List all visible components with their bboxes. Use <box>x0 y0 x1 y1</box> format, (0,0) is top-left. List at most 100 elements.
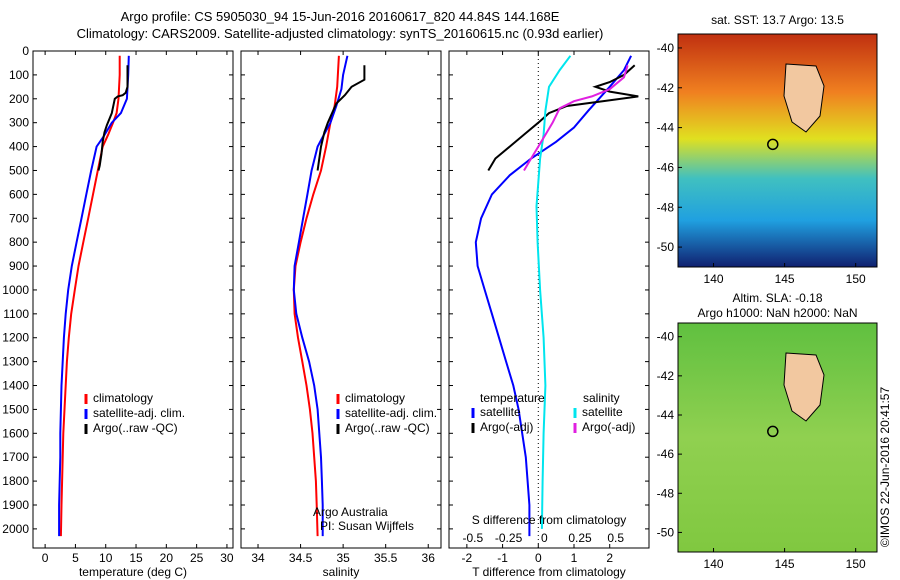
lon-tick-label: 150 <box>846 272 866 286</box>
series-line <box>292 55 349 537</box>
y-tick-label: 700 <box>9 211 29 225</box>
series-line <box>474 55 632 537</box>
diff-sal-legend-label: satellite <box>582 405 623 419</box>
series-line <box>97 65 129 171</box>
y-tick-label: 600 <box>9 187 29 201</box>
x-axis-label: salinity <box>323 565 360 579</box>
x-tick-label: 0 <box>535 551 542 565</box>
sla-map-title: Altim. SLA: -0.18 <box>732 291 822 305</box>
temp-legend-label: satellite-adj. clim. <box>93 406 185 420</box>
diff-legend-title: salinity <box>583 391 620 405</box>
sst-map-title: sat. SST: 13.7 Argo: 13.5 <box>711 13 844 27</box>
sal-legend-label: satellite-adj. clim. <box>345 406 437 420</box>
x-tick-label: 34.5 <box>289 551 313 565</box>
sst-map-field <box>677 33 878 268</box>
y-tick-label: 500 <box>9 163 29 177</box>
x-axis-label: temperature (deg C) <box>79 565 187 579</box>
credit-label: Argo Australia <box>313 505 388 519</box>
tasmania-landmass <box>783 63 825 133</box>
y-tick-label: 100 <box>9 68 29 82</box>
timestamp-label: ©IMOS 22-Jun-2016 20:41:57 <box>878 387 892 548</box>
secondary-x-tick-label: -0.25 <box>495 531 523 545</box>
argo-position-marker <box>767 425 779 438</box>
lat-tick-label: -46 <box>657 447 675 461</box>
diff-sal-legend-label: Argo(-adj) <box>582 420 635 434</box>
lon-tick-label: 140 <box>704 557 724 571</box>
temp-legend-label: climatology <box>93 391 153 405</box>
plot-frame-3 <box>448 50 650 549</box>
x-tick-label: 1 <box>571 551 578 565</box>
x-tick-label: 34 <box>251 551 265 565</box>
x-tick-label: -1 <box>497 551 508 565</box>
plot-frame-2 <box>240 50 442 549</box>
x-axis-label: T difference from climatology <box>472 565 626 579</box>
x-tick-label: 5 <box>72 551 79 565</box>
sal-legend-label: climatology <box>345 391 405 405</box>
secondary-x-tick-label: 0.25 <box>568 531 592 545</box>
y-tick-label: 1300 <box>2 355 29 369</box>
tasmania-landmass <box>783 352 825 422</box>
series-line <box>487 64 639 172</box>
lat-tick-label: -44 <box>657 121 675 135</box>
diff-legend-title: temperature <box>480 391 545 405</box>
y-tick-label: 1700 <box>2 450 29 464</box>
x-tick-label: 35.5 <box>374 551 398 565</box>
y-tick-label: 2000 <box>2 522 29 536</box>
lon-tick-label: 145 <box>775 557 795 571</box>
y-tick-label: 1600 <box>2 426 29 440</box>
lat-tick-label: -50 <box>657 240 675 254</box>
y-tick-label: 1900 <box>2 498 29 512</box>
argo-position-marker <box>767 138 779 151</box>
chart-title-line2: Climatology: CARS2009. Satellite-adjuste… <box>76 26 604 41</box>
lat-tick-label: -42 <box>657 369 675 383</box>
temp-legend-label: Argo(..raw -QC) <box>93 421 178 435</box>
x-tick-label: 2 <box>606 551 613 565</box>
diff-temp-legend-label: Argo(-adj) <box>480 420 533 434</box>
map-layer: -40 -42 -44 -46 -48 -50 140 145 150 sat. SST: 13.… <box>657 13 878 571</box>
x-tick-label: 25 <box>190 551 204 565</box>
x-tick-label: 0 <box>42 551 49 565</box>
lat-tick-label: -44 <box>657 408 675 422</box>
y-tick-label: 1800 <box>2 474 29 488</box>
lat-tick-label: -46 <box>657 160 675 174</box>
y-tick-label: 0 <box>22 44 29 58</box>
series-line <box>58 55 130 537</box>
chart-title-line1: Argo profile: CS 5905030_94 15-Jun-2016 … <box>120 9 560 24</box>
x-tick-label: 36 <box>422 551 436 565</box>
secondary-x-tick-label: 0 <box>541 531 548 545</box>
y-tick-label: 1500 <box>2 402 29 416</box>
y-tick-label: 400 <box>9 140 29 154</box>
y-tick-label: 1200 <box>2 331 29 345</box>
diff-temp-legend-label: satellite <box>480 405 521 419</box>
sla-map-title: Argo h1000: NaN h2000: NaN <box>697 306 857 320</box>
lat-tick-label: -42 <box>657 81 675 95</box>
lat-tick-label: -48 <box>657 486 675 500</box>
sst-map: -40 -42 -44 -46 -48 -50 140 145 150 sat. SST: 13.… <box>657 13 878 286</box>
y-tick-label: 900 <box>9 259 29 273</box>
x-tick-label: 10 <box>99 551 113 565</box>
lat-tick-label: -40 <box>657 330 675 344</box>
series-line <box>316 65 366 171</box>
sla-map: -40 -42 -44 -46 -48 -50 140 145 150 Altim. SLA: -… <box>657 291 878 571</box>
axes-layer: 0100200300400500600700800900100011001200… <box>2 44 892 579</box>
x-tick-label: 15 <box>129 551 143 565</box>
y-tick-label: 800 <box>9 235 29 249</box>
secondary-x-tick-label: 0.5 <box>607 531 624 545</box>
sal-legend-label: Argo(..raw -QC) <box>345 421 430 435</box>
lat-tick-label: -48 <box>657 200 675 214</box>
x-tick-label: -2 <box>462 551 473 565</box>
lat-tick-label: -50 <box>657 525 675 539</box>
lon-tick-label: 145 <box>775 272 795 286</box>
credit-label: PI: Susan Wijffels <box>320 519 414 533</box>
lon-tick-label: 140 <box>704 272 724 286</box>
series-line <box>535 55 572 529</box>
x-tick-label: 35 <box>336 551 350 565</box>
y-tick-label: 1400 <box>2 379 29 393</box>
y-tick-label: 1100 <box>3 307 29 321</box>
x-tick-label: 30 <box>220 551 234 565</box>
y-tick-label: 300 <box>9 116 29 130</box>
y-tick-label: 200 <box>9 92 29 106</box>
secondary-x-axis-label: S difference from climatology <box>472 513 627 527</box>
secondary-x-tick-label: -0.5 <box>463 531 484 545</box>
